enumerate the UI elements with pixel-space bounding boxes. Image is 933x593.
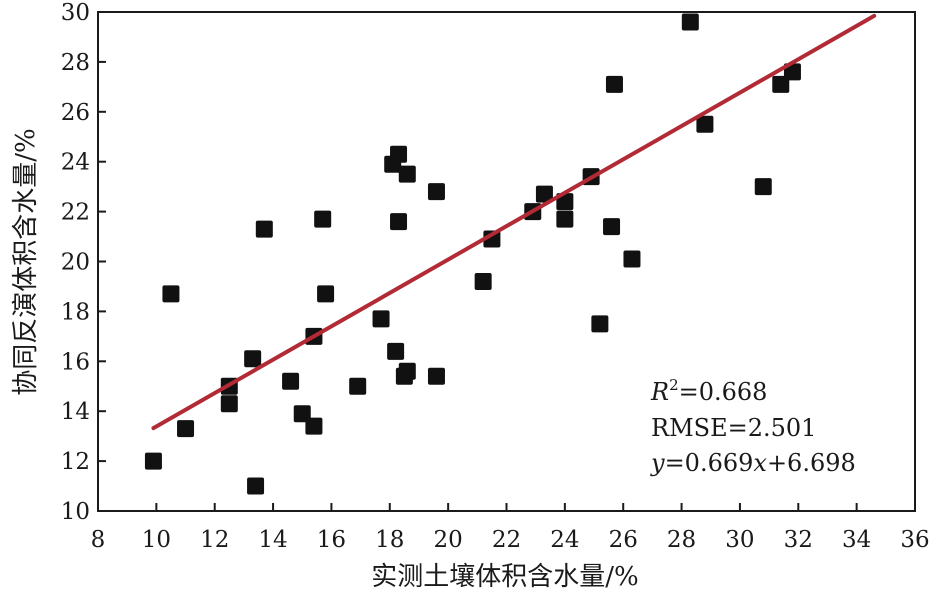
data-point [398,165,416,183]
x-tick-label: 16 [317,527,346,553]
x-tick-label: 24 [550,527,579,553]
data-point [387,342,405,360]
data-point [591,315,609,333]
data-point [314,210,332,228]
y-tick-label: 14 [61,399,90,425]
y-tick-label: 20 [61,250,90,276]
data-point [696,115,714,133]
x-tick-label: 12 [200,527,229,553]
regression-equation: y=0.669x+6.698 [650,449,856,477]
data-point [681,13,699,31]
equation-y: y [650,449,665,477]
x-tick-label: 36 [900,527,929,553]
y-tick-label: 28 [61,50,90,76]
data-point [474,272,492,290]
data-point [603,218,621,236]
x-tick-label: 32 [784,527,813,553]
x-tick-label: 26 [609,527,638,553]
y-tick-label: 16 [61,349,90,375]
y-tick-label: 26 [61,100,90,126]
y-axis-title: 协同反演体积含水量/% [11,128,41,395]
y-tick-label: 12 [61,449,90,475]
r-squared-annotation: R2=0.668 [650,376,767,406]
data-point [427,183,445,201]
data-point [144,452,162,470]
data-point [605,75,623,93]
data-point [783,63,801,81]
data-point [390,145,408,163]
data-point [535,185,553,203]
data-point [305,417,323,435]
data-point [220,395,238,413]
data-point [372,310,390,328]
x-tick-label: 30 [725,527,754,553]
data-point [282,372,300,390]
equation-x: x [753,449,767,477]
x-tick-label: 8 [91,527,106,553]
data-point [317,285,335,303]
fit-line [151,13,877,431]
x-tick-label: 22 [492,527,521,553]
x-tick-label: 34 [842,527,871,553]
r-squared-superscript: 2 [669,376,679,394]
data-point [177,420,195,438]
x-tick-label: 20 [434,527,463,553]
x-tick-label: 18 [375,527,404,553]
rmse-annotation: RMSE=2.501 [651,414,816,442]
data-point [623,250,641,268]
equation-slope: =0.669 [665,449,754,477]
x-tick-label: 14 [258,527,287,553]
axis-ticks: 8 10 12 14 16 18 20 22 24 26 28 30 32 34 3610121416182… [61,0,930,553]
data-point [754,178,772,196]
data-point [427,367,445,385]
data-point [255,220,273,238]
equation-intercept: +6.698 [767,449,856,477]
data-point [556,210,574,228]
r-squared-value: =0.668 [679,378,768,406]
x-tick-label: 10 [142,527,171,553]
r-squared-symbol: R [650,378,669,406]
x-tick-label: 28 [667,527,696,553]
y-tick-label: 22 [61,200,90,226]
data-point [349,377,367,395]
data-point [244,350,262,368]
data-point [390,213,408,231]
x-axis-title: 实测土壤体积含水量/% [371,562,638,592]
y-tick-label: 10 [61,499,90,525]
data-point [398,362,416,380]
y-tick-label: 18 [61,299,90,325]
data-point [162,285,180,303]
plot-frame [97,11,916,512]
y-tick-label: 30 [61,0,90,26]
y-tick-label: 24 [61,150,90,176]
data-point [247,477,265,495]
